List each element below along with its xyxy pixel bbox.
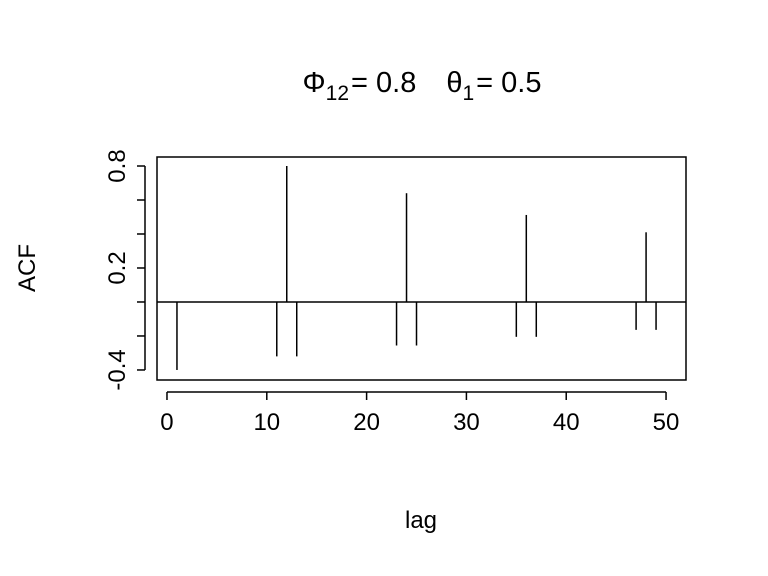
y-tick-label: 0.2 bbox=[104, 251, 131, 284]
chart-title: Φ12= 0.8 θ1= 0.5 bbox=[303, 67, 542, 105]
x-tick-label: 20 bbox=[353, 409, 380, 436]
x-tick-label: 10 bbox=[253, 409, 280, 436]
x-tick-label: 40 bbox=[553, 409, 580, 436]
y-axis-label: ACF bbox=[14, 244, 41, 292]
x-tick-label: 30 bbox=[453, 409, 480, 436]
y-tick-label: -0.4 bbox=[104, 349, 131, 390]
plot-frame bbox=[156, 156, 687, 381]
x-tick-label: 0 bbox=[160, 409, 173, 436]
y-tick-label: 0.8 bbox=[104, 149, 131, 182]
x-tick-label: 50 bbox=[653, 409, 680, 436]
x-axis-label: lag bbox=[405, 507, 437, 534]
